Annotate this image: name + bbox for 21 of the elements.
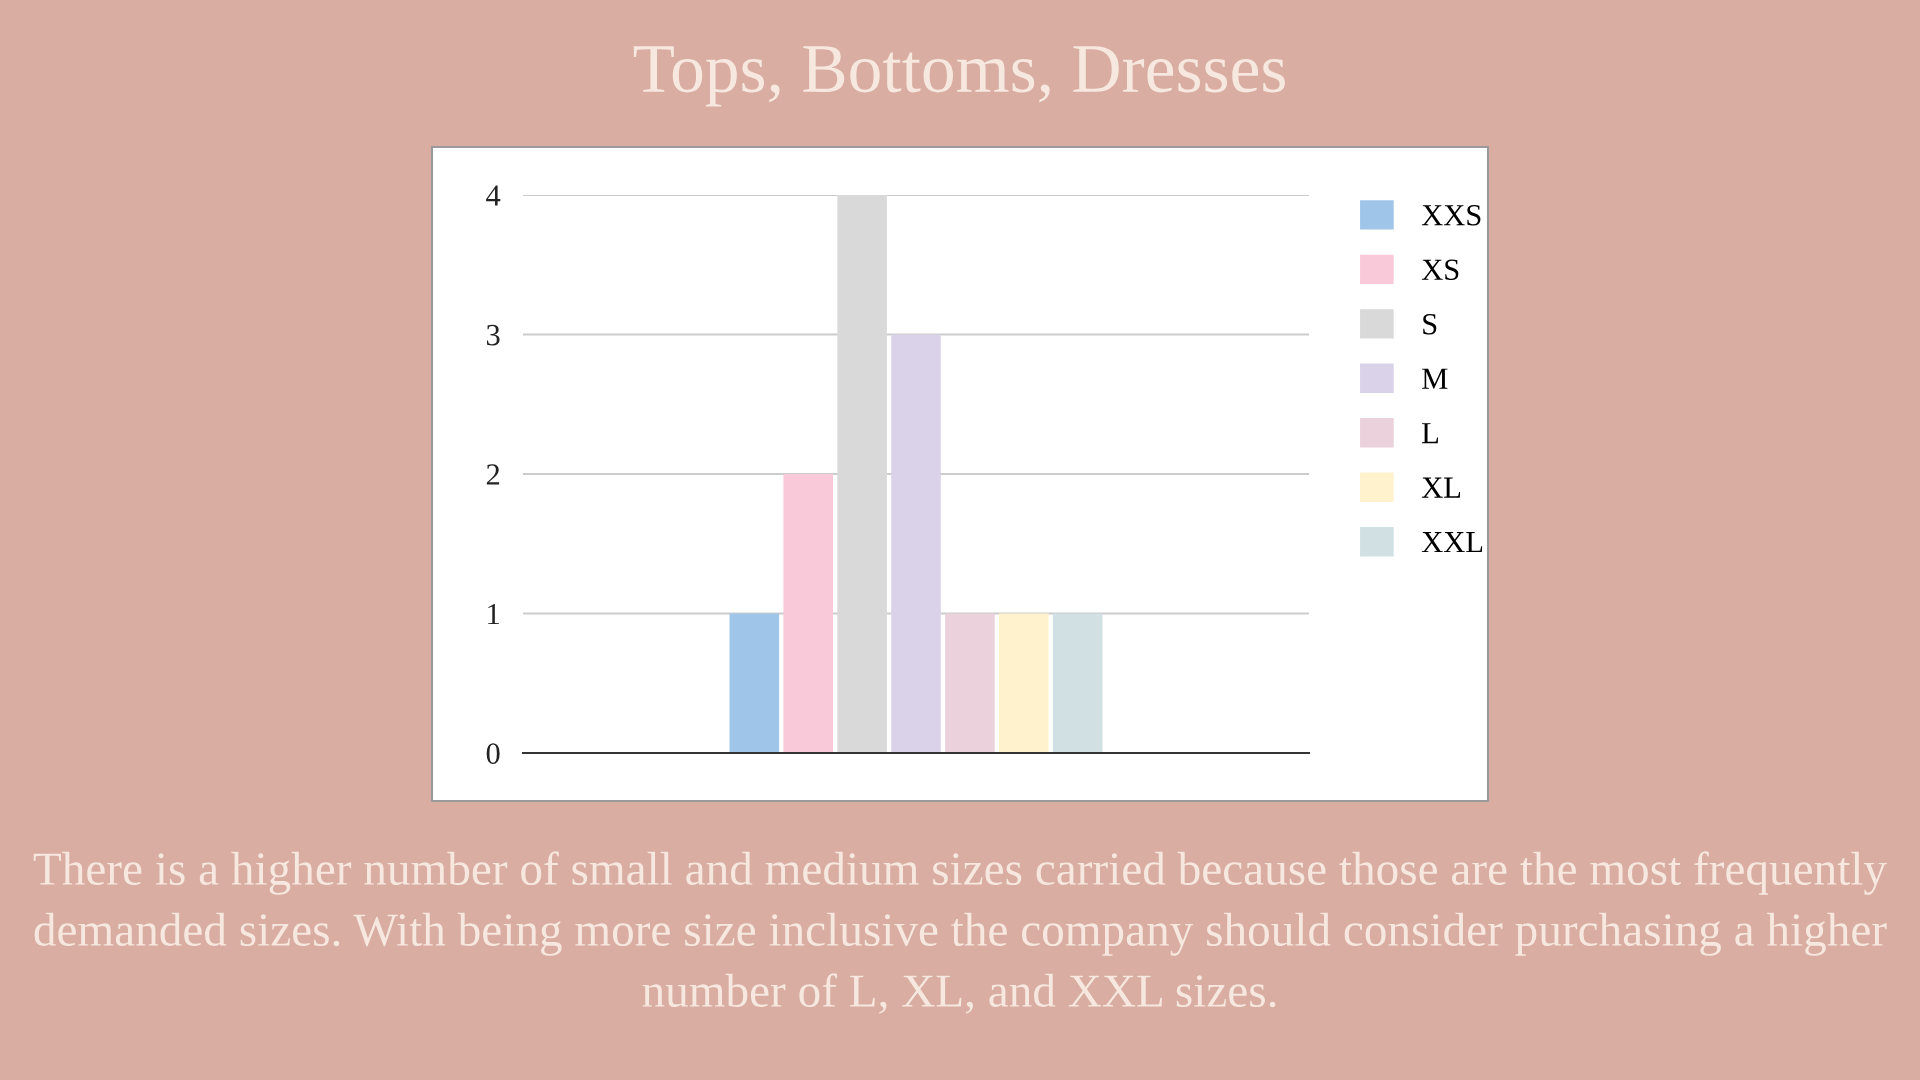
legend-label: XL	[1421, 477, 1461, 498]
legend-label: M	[1422, 368, 1448, 389]
y-tick-label: 3	[486, 324, 500, 346]
text: There is a higher number of small and medium sizes carried because those are the most frequently demanded sizes. With being more size inclusive the company should consider purchasing a higher number of L, XL, and XXL sizes.	[33, 851, 1887, 1014]
bar	[945, 613, 995, 753]
y-tick-label: 4	[486, 185, 501, 206]
legend-label: XS	[1421, 259, 1459, 281]
legend-label: XXL	[1421, 532, 1483, 553]
bar	[891, 334, 941, 753]
y-tick-label: 2	[486, 464, 500, 485]
legend-label: XXS	[1421, 205, 1481, 226]
legend-label: L	[1422, 423, 1439, 444]
y-tick-label: 1	[488, 603, 499, 625]
bar	[837, 195, 887, 753]
bar	[729, 613, 780, 753]
bar	[1052, 613, 1103, 753]
bar	[783, 474, 833, 753]
legend-label: S	[1423, 313, 1437, 335]
chart-title: Tops, Bottoms, Dresses	[633, 46, 1285, 107]
bar	[999, 613, 1049, 753]
y-tick-label: 0	[486, 743, 500, 764]
